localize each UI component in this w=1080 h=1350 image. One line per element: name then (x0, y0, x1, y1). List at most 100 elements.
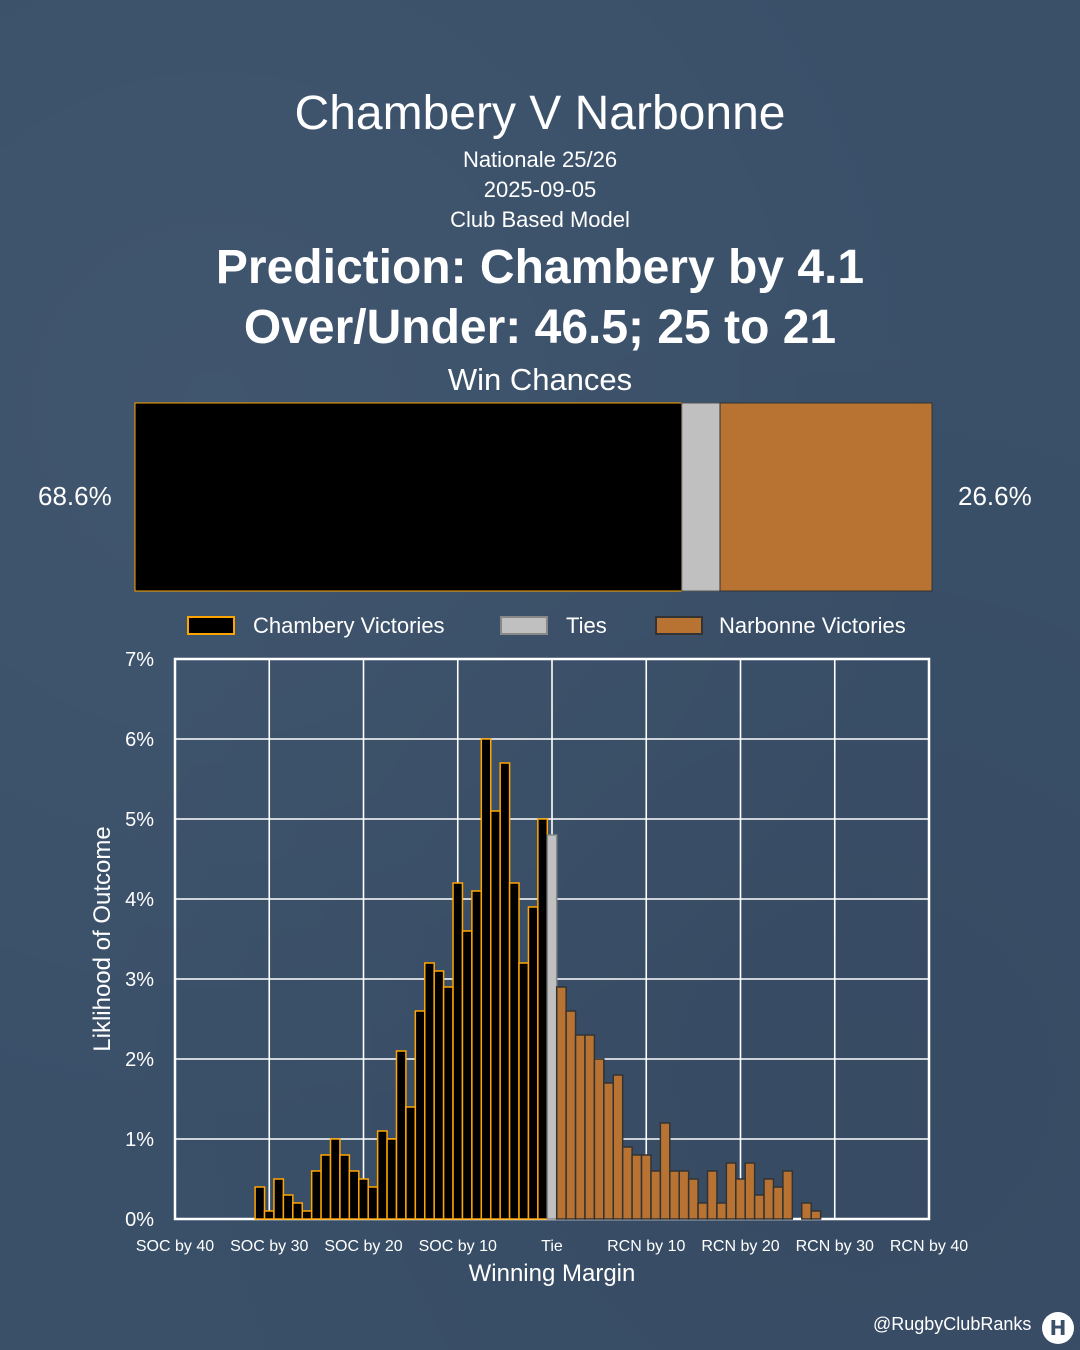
x-tick-label: Tie (541, 1238, 563, 1255)
away-margin-bar (810, 1210, 822, 1220)
home-margin-bar (405, 1106, 417, 1220)
y-tick-label: 2% (125, 1049, 154, 1071)
home-margin-bar (320, 1154, 332, 1220)
twitter-handle: @RugbyClubRanks (873, 1314, 1032, 1334)
away-margin-bar (659, 1122, 671, 1220)
home-win-segment (134, 402, 683, 592)
x-tick-label: RCN by 30 (796, 1238, 874, 1255)
home-margin-bar (471, 890, 483, 1220)
x-tick-label: RCN by 20 (701, 1238, 779, 1255)
home-margin-bar (254, 1186, 266, 1220)
away-margin-bar (725, 1162, 737, 1220)
away-margin-bar (744, 1162, 756, 1220)
y-tick-label: 6% (125, 729, 154, 751)
home-margin-bar (537, 818, 549, 1220)
away-margin-bar (763, 1178, 775, 1220)
y-tick-label: 4% (125, 889, 154, 911)
x-tick-label: RCN by 40 (890, 1238, 968, 1255)
legend-swatch (187, 616, 235, 635)
away-margin-bar (650, 1170, 662, 1220)
match-date: 2025-09-05 (483, 177, 597, 202)
home-margin-bar (329, 1138, 341, 1220)
home-margin-bar (367, 1186, 379, 1220)
away-margin-bar (772, 1186, 784, 1220)
tie-bar (546, 834, 558, 1220)
home-margin-bar (518, 962, 530, 1220)
home-win-percent: 68.6% (38, 481, 112, 511)
home-margin-bar (292, 1202, 303, 1220)
home-margin-bar (263, 1210, 275, 1220)
away-margin-bar (640, 1154, 652, 1220)
competition-label: Nationale 25/26 (462, 147, 618, 172)
home-margin-bar (452, 882, 464, 1220)
x-axis-label: Winning Margin (469, 1260, 636, 1287)
away-margin-bar (631, 1154, 643, 1220)
legend-swatch (655, 616, 703, 635)
away-margin-bar (678, 1170, 690, 1220)
home-margin-bar (395, 1050, 407, 1220)
away-margin-bar (555, 986, 567, 1220)
x-tick-label: RCN by 10 (607, 1238, 685, 1255)
away-margin-bar (574, 1034, 586, 1220)
prediction-headline: Prediction: Chambery by 4.1 (215, 241, 865, 294)
home-margin-bar (301, 1210, 313, 1220)
home-margin-bar (358, 1178, 369, 1220)
away-margin-bar (593, 1058, 605, 1220)
model-label: Club Based Model (450, 207, 630, 232)
home-margin-bar (414, 1010, 426, 1220)
home-margin-bar (339, 1154, 351, 1220)
x-tick-label: SOC by 40 (136, 1238, 214, 1255)
away-win-segment (719, 402, 933, 592)
home-margin-bar (310, 1170, 322, 1220)
away-margin-bar (782, 1170, 794, 1220)
away-margin-bar (735, 1178, 746, 1220)
y-tick-label: 7% (125, 649, 154, 671)
home-margin-bar (499, 762, 511, 1220)
y-axis-label: Liklihood of Outcome (89, 826, 116, 1051)
away-margin-bar (603, 1082, 615, 1220)
y-tick-label: 5% (125, 809, 154, 831)
away-margin-bar (621, 1146, 633, 1220)
home-margin-bar (282, 1194, 294, 1220)
away-margin-bar (669, 1170, 680, 1220)
away-margin-bar (697, 1202, 709, 1220)
home-margin-bar (433, 970, 445, 1220)
y-tick-label: 0% (125, 1209, 154, 1231)
home-margin-bar (489, 810, 501, 1220)
legend-label: Ties (566, 613, 607, 638)
home-margin-bar (348, 1170, 360, 1220)
home-margin-bar (442, 986, 454, 1220)
home-margin-bar (376, 1130, 388, 1220)
away-margin-bar (716, 1202, 728, 1220)
home-margin-bar (461, 930, 473, 1220)
win-chances-title: Win Chances (447, 362, 633, 397)
home-margin-bar (386, 1138, 398, 1220)
away-margin-bar (801, 1202, 812, 1220)
away-margin-bar (565, 1010, 577, 1220)
legend-label: Chambery Victories (253, 613, 445, 638)
y-tick-label: 1% (125, 1129, 154, 1151)
home-margin-bar (480, 738, 492, 1220)
legend-swatch (500, 616, 548, 635)
away-margin-bar (584, 1034, 596, 1220)
rugby-posts-logo-icon: H (1042, 1312, 1074, 1344)
home-margin-bar (424, 962, 435, 1220)
win-chances-bar: Chambery Victories Ties Narbonne Victories (134, 402, 933, 638)
away-margin-bar (612, 1074, 624, 1220)
y-tick-label: 3% (125, 969, 154, 991)
home-margin-bar (527, 906, 539, 1220)
away-margin-bar (687, 1178, 699, 1220)
legend-label: Narbonne Victories (719, 613, 906, 638)
match-title: Chambery V Narbonne (294, 87, 786, 140)
x-tick-label: SOC by 20 (324, 1238, 402, 1255)
x-tick-label: SOC by 10 (419, 1238, 497, 1255)
away-margin-bar (706, 1170, 718, 1220)
away-win-percent: 26.6% (958, 481, 1032, 511)
home-margin-bar (508, 882, 520, 1220)
away-margin-bar (753, 1194, 765, 1220)
x-tick-label: SOC by 30 (230, 1238, 308, 1255)
home-margin-bar (273, 1178, 285, 1220)
over-under-headline: Over/Under: 46.5; 25 to 21 (243, 301, 837, 354)
